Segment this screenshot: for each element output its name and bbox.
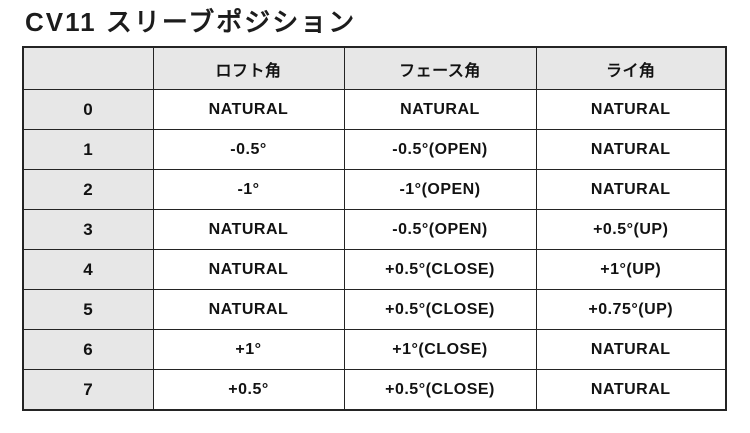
cell-face: -0.5°(OPEN)	[343, 129, 537, 170]
row-label: 4	[22, 249, 154, 290]
cell-loft: -0.5°	[152, 129, 345, 170]
cell-loft: NATURAL	[152, 89, 345, 130]
cell-face: +0.5°(CLOSE)	[343, 249, 537, 290]
table-row-4: 4 NATURAL +0.5°(CLOSE) +1°(UP)	[22, 249, 727, 290]
cell-loft: NATURAL	[152, 209, 345, 250]
table-row-3: 3 NATURAL -0.5°(OPEN) +0.5°(UP)	[22, 209, 727, 250]
cell-face: +0.5°(CLOSE)	[343, 369, 537, 411]
row-label: 6	[22, 329, 154, 370]
cell-lie: NATURAL	[535, 169, 727, 210]
header-row: ロフト角 フェース角 ライ角	[22, 46, 727, 90]
row-label: 2	[22, 169, 154, 210]
table-row-7: 7 +0.5° +0.5°(CLOSE) NATURAL	[22, 369, 727, 411]
cell-lie: +0.75°(UP)	[535, 289, 727, 330]
cell-loft: +0.5°	[152, 369, 345, 411]
header-loft-angle: ロフト角	[152, 46, 345, 90]
cell-loft: NATURAL	[152, 249, 345, 290]
cell-lie: NATURAL	[535, 369, 727, 411]
cell-face: +1°(CLOSE)	[343, 329, 537, 370]
row-label: 3	[22, 209, 154, 250]
cell-loft: NATURAL	[152, 289, 345, 330]
cell-loft: +1°	[152, 329, 345, 370]
cell-face: -0.5°(OPEN)	[343, 209, 537, 250]
cell-lie: NATURAL	[535, 329, 727, 370]
cell-face: +0.5°(CLOSE)	[343, 289, 537, 330]
cell-loft: -1°	[152, 169, 345, 210]
row-label: 5	[22, 289, 154, 330]
header-face-angle: フェース角	[343, 46, 537, 90]
row-label: 1	[22, 129, 154, 170]
page-title: CV11 スリーブポジション	[25, 7, 357, 37]
row-label: 0	[22, 89, 154, 130]
cell-lie: +1°(UP)	[535, 249, 727, 290]
row-label: 7	[22, 369, 154, 411]
cell-face: NATURAL	[343, 89, 537, 130]
table-row-1: 1 -0.5° -0.5°(OPEN) NATURAL	[22, 129, 727, 170]
table-row-2: 2 -1° -1°(OPEN) NATURAL	[22, 169, 727, 210]
table-row-6: 6 +1° +1°(CLOSE) NATURAL	[22, 329, 727, 370]
header-position	[22, 46, 154, 90]
cell-lie: NATURAL	[535, 129, 727, 170]
table-row-5: 5 NATURAL +0.5°(CLOSE) +0.75°(UP)	[22, 289, 727, 330]
cell-face: -1°(OPEN)	[343, 169, 537, 210]
cell-lie: +0.5°(UP)	[535, 209, 727, 250]
cell-lie: NATURAL	[535, 89, 727, 130]
table-row-0: 0 NATURAL NATURAL NATURAL	[22, 89, 727, 130]
sleeve-position-table: ロフト角 フェース角 ライ角 0 NATURAL NATURAL NATURAL…	[22, 46, 727, 411]
header-lie-angle: ライ角	[535, 46, 727, 90]
